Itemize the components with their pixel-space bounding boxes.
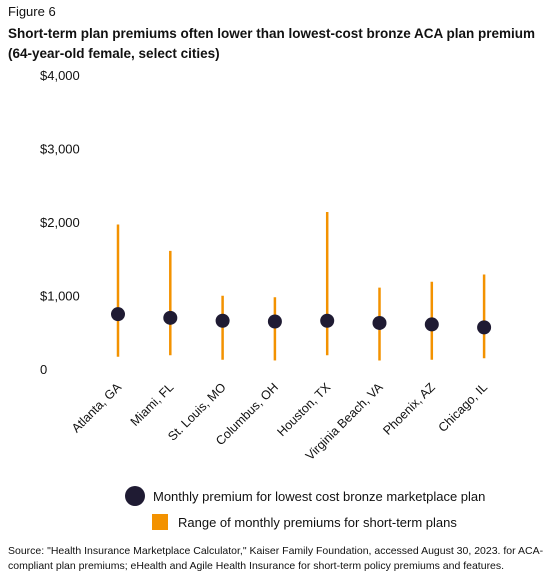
figure-label: Figure 6 xyxy=(8,4,56,19)
premium-dot xyxy=(372,315,387,330)
chart-title: Short-term plan premiums often lower tha… xyxy=(8,26,536,61)
source-note: Source: "Health Insurance Marketplace Ca… xyxy=(8,545,544,572)
x-tick-label: Chicago, IL xyxy=(436,380,491,435)
x-tick-label: Miami, FL xyxy=(128,380,177,429)
x-tick-label: Phoenix, AZ xyxy=(380,380,438,438)
y-tick-label: $1,000 xyxy=(40,289,80,304)
y-tick-label: $4,000 xyxy=(40,68,80,83)
y-tick-label: $2,000 xyxy=(40,215,80,230)
premium-dot xyxy=(267,314,282,329)
premium-dot xyxy=(111,307,125,322)
y-tick-label: $3,000 xyxy=(40,142,80,157)
legend-bar-swatch xyxy=(152,514,168,530)
premium-dot xyxy=(424,317,439,332)
legend-item-bar: Range of monthly premiums for short-term… xyxy=(152,514,457,530)
legend-dot-swatch xyxy=(125,486,145,506)
x-tick-label: Atlanta, GA xyxy=(69,380,125,436)
premium-dot xyxy=(163,310,178,325)
legend-item-dot: Monthly premium for lowest cost bronze m… xyxy=(125,486,485,506)
legend-bar-label: Range of monthly premiums for short-term… xyxy=(178,514,457,530)
chart: 0 $1,000 $2,000 $3,000 $4,000 Atlanta, GA Miam… xyxy=(40,68,492,463)
legend-dot-label: Monthly premium for lowest cost bronze m… xyxy=(153,488,486,504)
premium-dot xyxy=(477,320,492,335)
premium-dot xyxy=(320,313,335,328)
premium-dot xyxy=(215,313,230,328)
y-tick-label: 0 xyxy=(40,362,47,377)
